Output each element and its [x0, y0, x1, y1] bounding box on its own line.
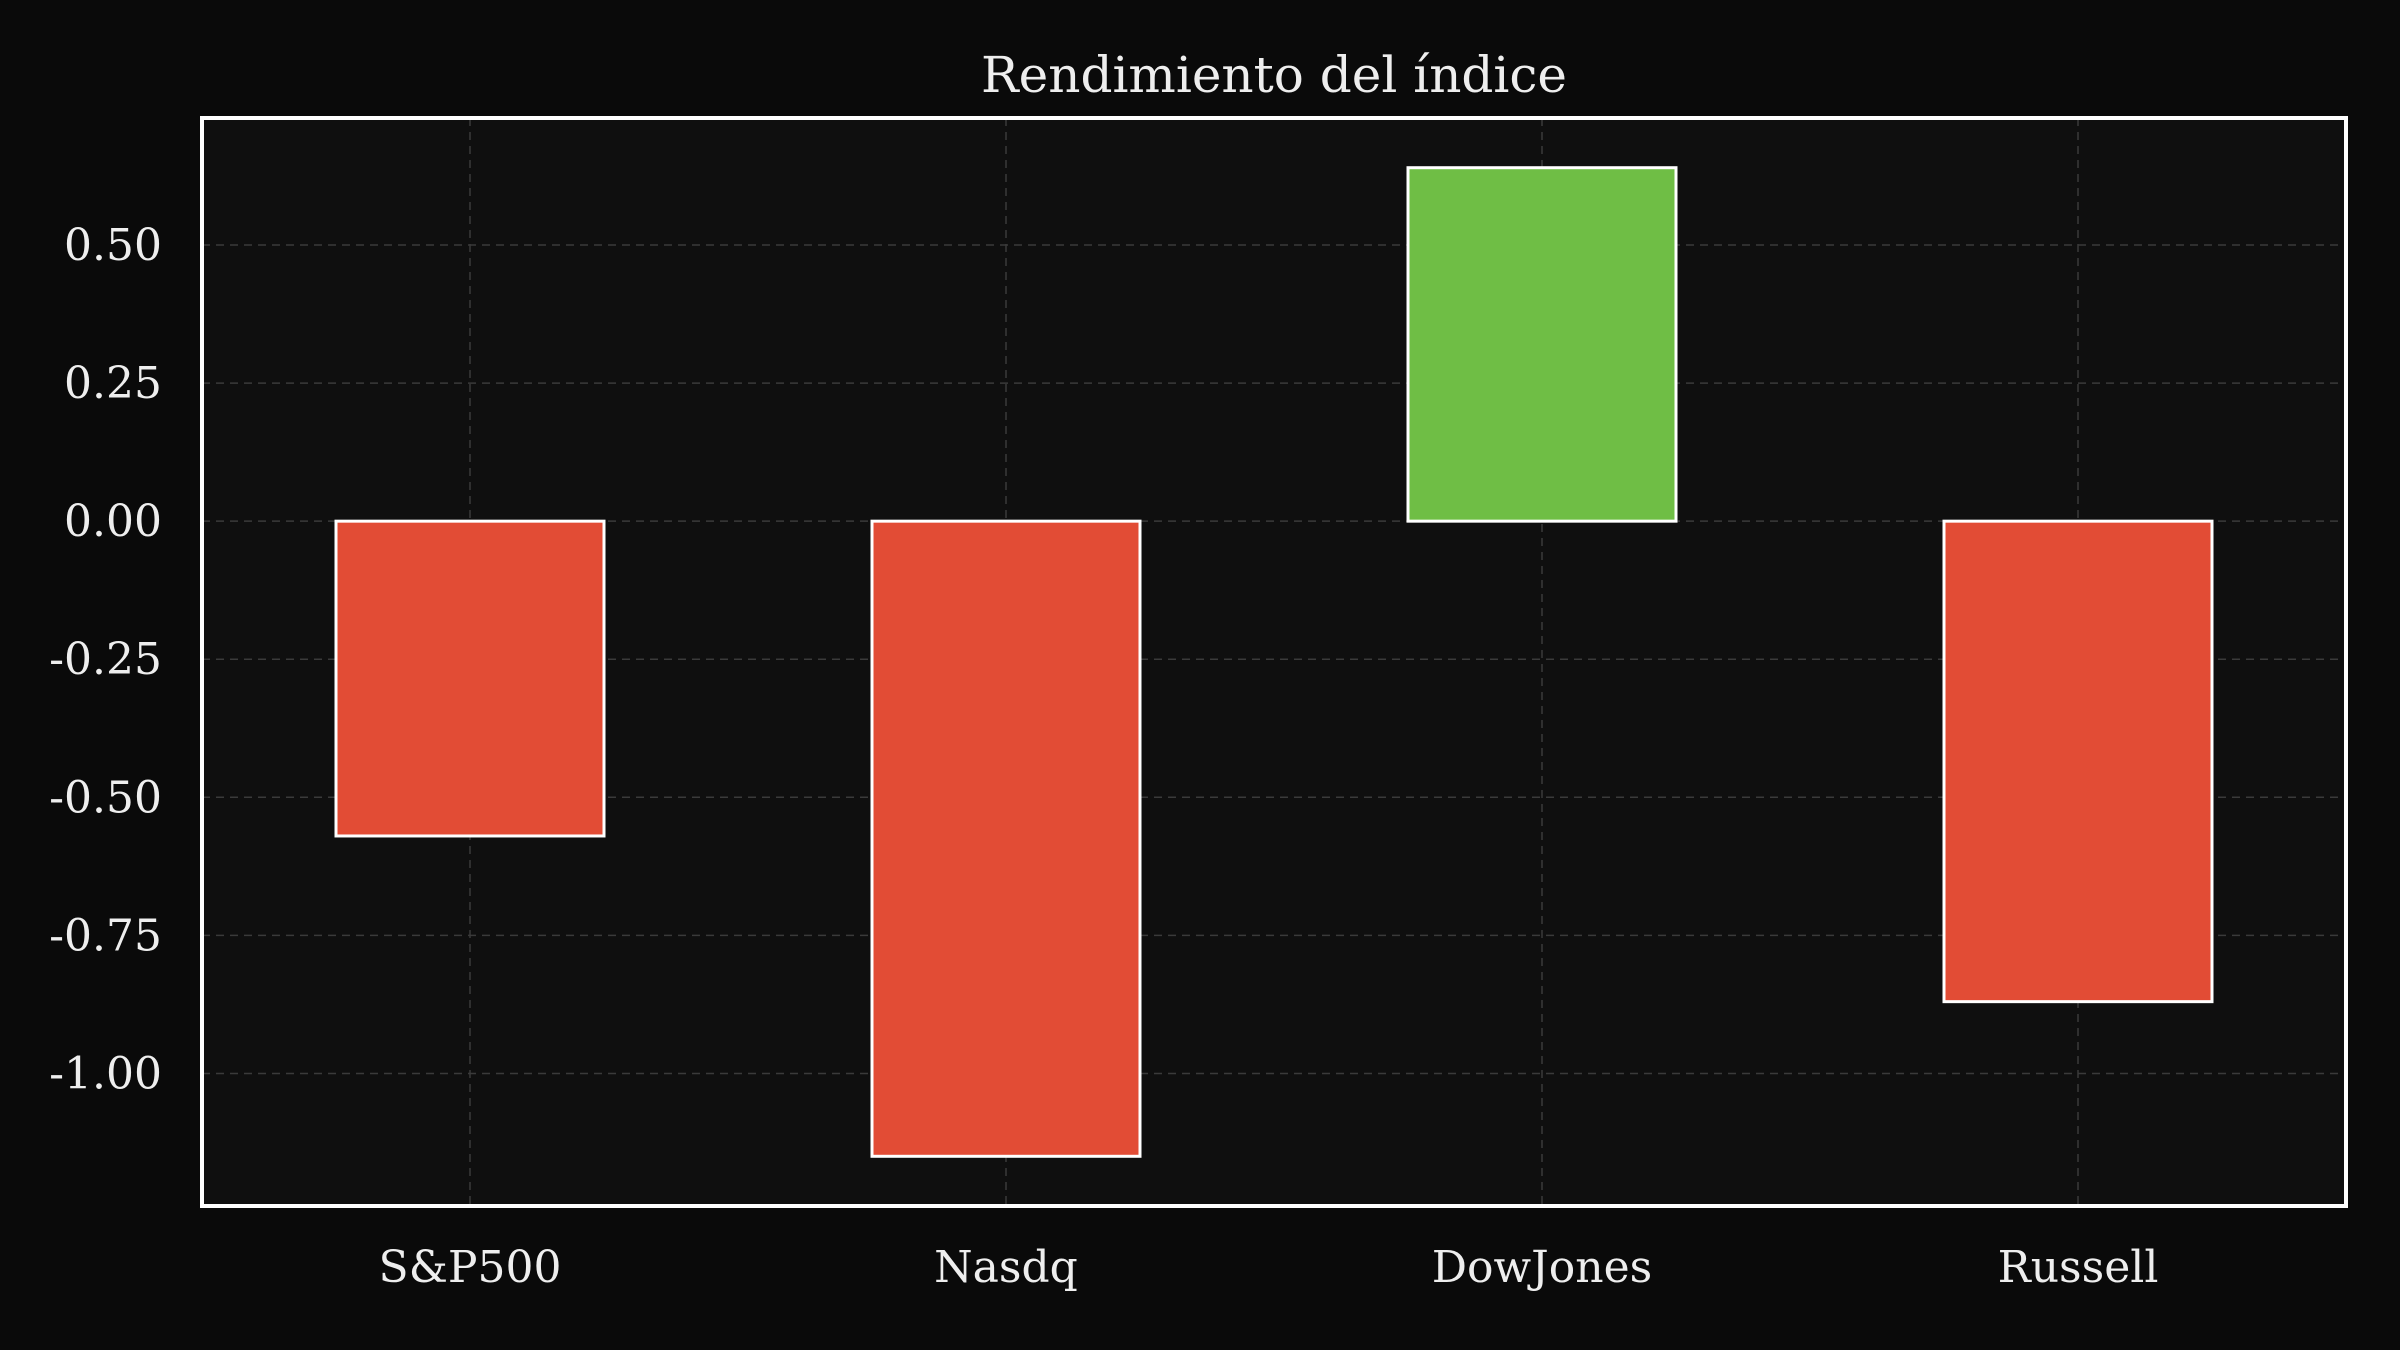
bar-russell: [1942, 519, 2214, 1004]
y-tick-label: -1.00: [49, 1048, 162, 1099]
y-tick-label: -0.50: [49, 772, 162, 823]
bars: [334, 166, 2214, 1158]
chart-title: Rendimiento del índice: [981, 46, 1567, 104]
bar-sp500: [334, 519, 606, 838]
x-tick-label: Russell: [1998, 1242, 2159, 1293]
y-tick-label: -0.25: [49, 634, 162, 685]
plot-frame: [200, 116, 2348, 1208]
y-tick-label: -0.75: [49, 910, 162, 961]
x-tick-label: S&P500: [379, 1242, 562, 1293]
y-axis-ticks: 0.50 0.25 0.00 -0.25 -0.50 -0.75 -1.00: [49, 220, 162, 1099]
y-tick-label: 0.50: [64, 220, 162, 271]
bar-nasdq: [870, 519, 1142, 1158]
x-axis-ticks: S&P500 Nasdq DowJones Russell: [379, 1242, 2159, 1293]
x-tick-label: Nasdq: [934, 1242, 1078, 1293]
bar-dowjones: [1406, 166, 1678, 523]
y-tick-label: 0.25: [64, 358, 162, 409]
x-tick-label: DowJones: [1432, 1242, 1653, 1293]
y-tick-label: 0.00: [64, 496, 162, 547]
